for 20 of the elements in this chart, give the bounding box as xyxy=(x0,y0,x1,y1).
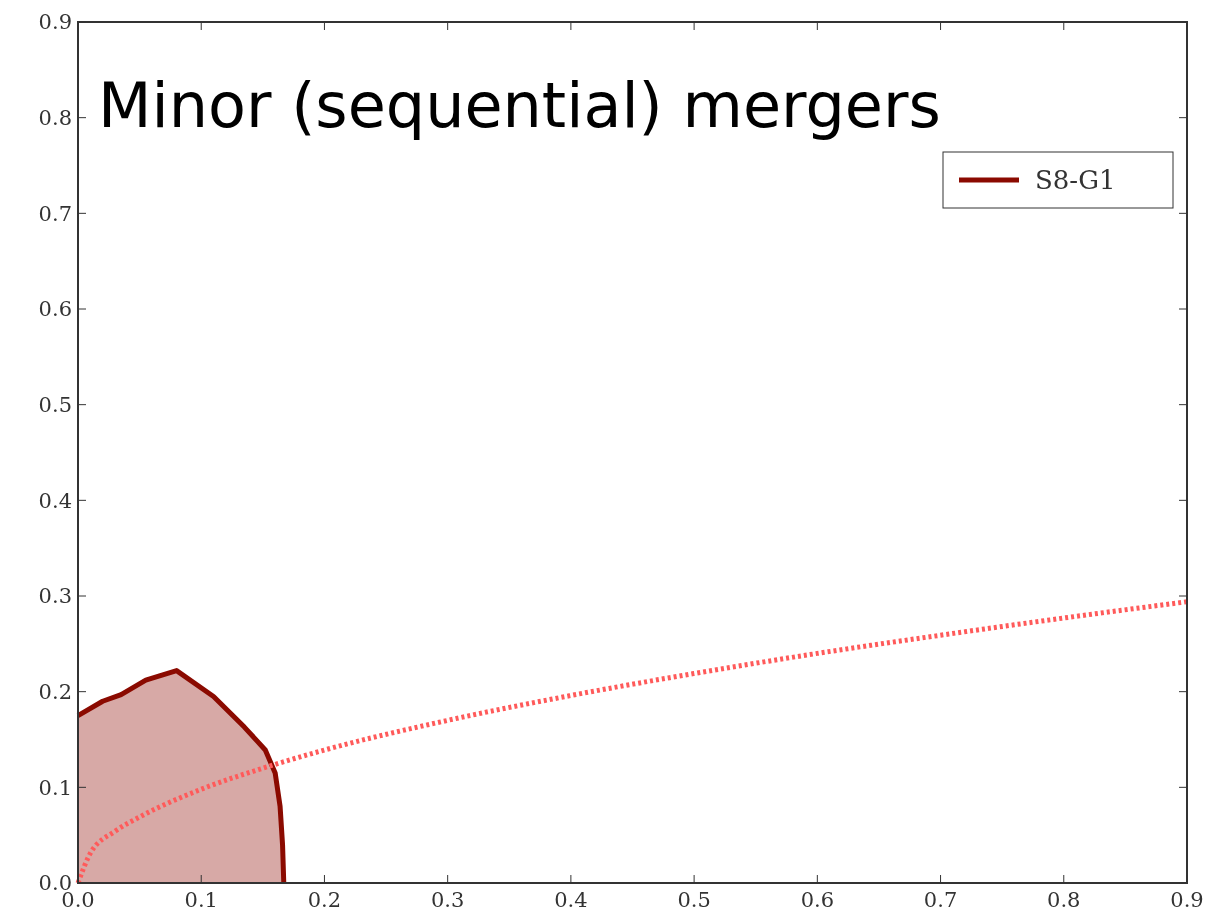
x-tick-label: 0.9 xyxy=(1170,888,1204,912)
y-tick-label: 0.5 xyxy=(38,393,72,418)
x-tick-label: 0.7 xyxy=(923,888,958,912)
x-tick-label: 0.3 xyxy=(430,888,465,912)
y-tick-label: 0.6 xyxy=(38,297,72,322)
x-tick-label: 0.4 xyxy=(554,888,588,912)
x-tick-label: 0.1 xyxy=(184,888,218,912)
x-tick-label: 0.2 xyxy=(307,888,342,912)
text: Minor (sequential) mergers xyxy=(98,69,941,142)
x-tick-label: 0.8 xyxy=(1047,888,1081,912)
legend-label: S8-G1 xyxy=(1035,165,1116,196)
y-tick-label: 0.7 xyxy=(38,201,72,226)
x-tick-label: 0.5 xyxy=(677,888,711,912)
y-tick-label: 0.3 xyxy=(38,584,72,609)
x-tick-label: 0.6 xyxy=(800,888,835,912)
y-tick-label: 0.4 xyxy=(38,488,72,513)
y-tick-label: 0.2 xyxy=(38,680,72,705)
y-tick-label: 0.8 xyxy=(38,106,72,131)
y-tick-label: 0.9 xyxy=(38,10,72,35)
y-tick-label: 0.1 xyxy=(38,775,72,800)
